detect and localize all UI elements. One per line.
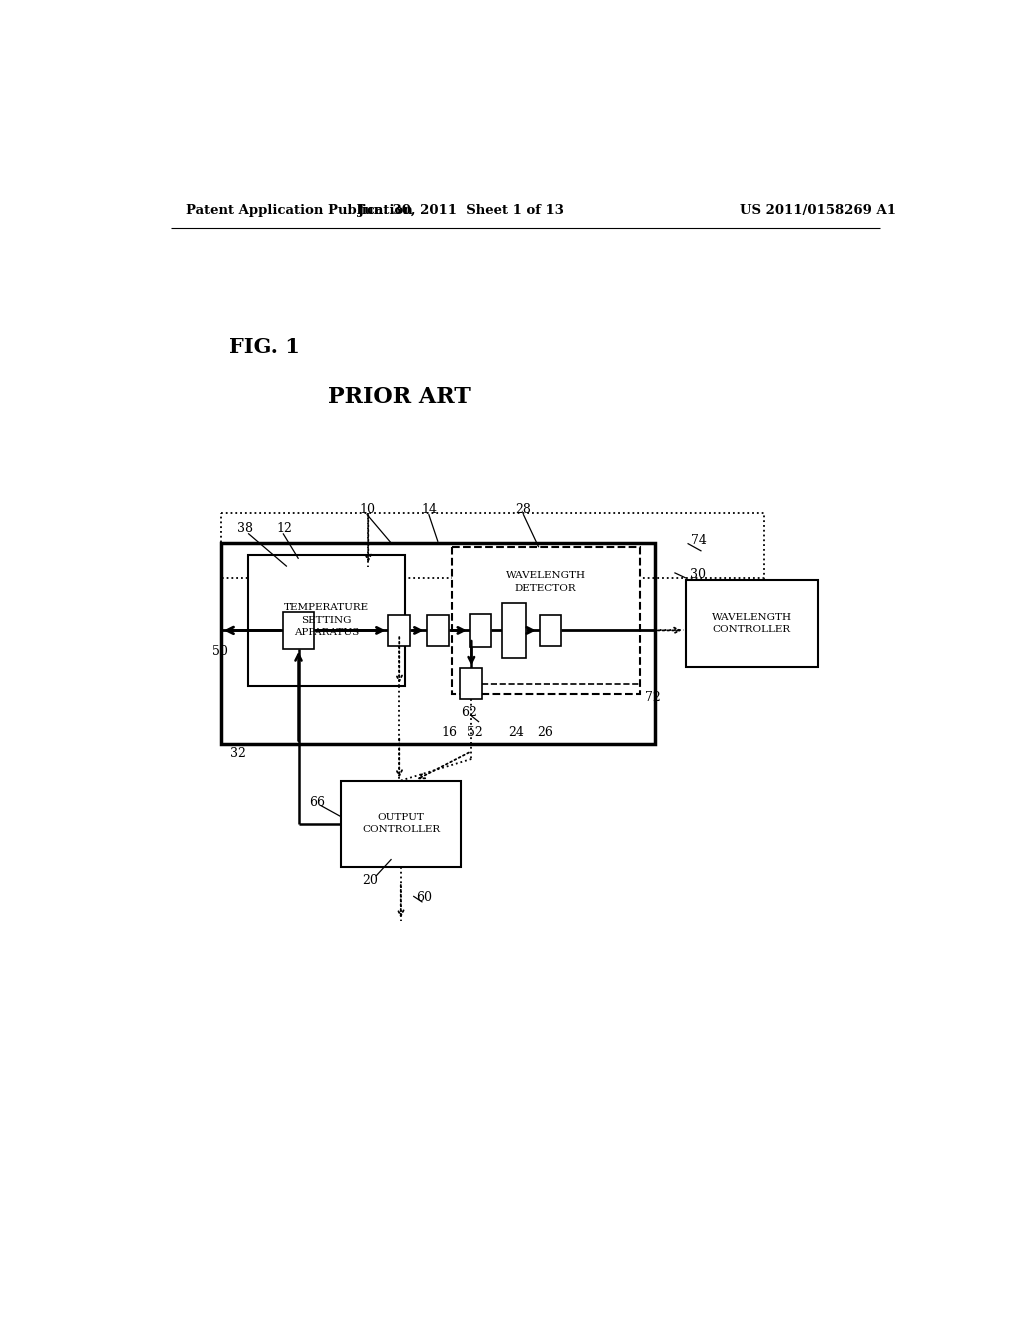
Text: PRIOR ART: PRIOR ART — [328, 385, 471, 408]
Text: 14: 14 — [421, 503, 437, 516]
Text: 32: 32 — [230, 747, 246, 760]
Text: 12: 12 — [276, 523, 293, 536]
Text: US 2011/0158269 A1: US 2011/0158269 A1 — [740, 205, 896, 218]
Text: WAVELENGTH
CONTROLLER: WAVELENGTH CONTROLLER — [712, 612, 792, 634]
Text: OUTPUT
CONTROLLER: OUTPUT CONTROLLER — [362, 813, 440, 834]
Text: 16: 16 — [442, 726, 458, 739]
Text: TEMPERATURE
SETTING
APPARATUS: TEMPERATURE SETTING APPARATUS — [285, 603, 370, 638]
Text: 66: 66 — [309, 796, 326, 809]
Text: 28: 28 — [515, 503, 531, 516]
Text: 20: 20 — [362, 874, 378, 887]
Bar — [452, 548, 640, 693]
Text: 72: 72 — [645, 690, 660, 704]
Text: 10: 10 — [359, 503, 375, 516]
Bar — [540, 615, 561, 645]
Bar — [427, 615, 449, 645]
Text: 38: 38 — [237, 523, 253, 536]
Text: 26: 26 — [538, 726, 553, 739]
Bar — [283, 612, 314, 649]
Text: 62: 62 — [461, 706, 477, 719]
Bar — [470, 614, 492, 647]
Text: 52: 52 — [467, 726, 483, 739]
Text: 30: 30 — [690, 569, 706, 582]
Bar — [388, 615, 410, 645]
Text: 74: 74 — [690, 533, 707, 546]
Text: 60: 60 — [417, 891, 432, 904]
Bar — [221, 512, 764, 578]
Text: WAVELENGTH
DETECTOR: WAVELENGTH DETECTOR — [506, 572, 586, 593]
Bar — [341, 780, 461, 867]
Bar — [686, 581, 818, 667]
Text: Patent Application Publication: Patent Application Publication — [186, 205, 413, 218]
Bar — [221, 544, 655, 743]
Text: Jun. 30, 2011  Sheet 1 of 13: Jun. 30, 2011 Sheet 1 of 13 — [358, 205, 564, 218]
Bar — [248, 554, 406, 686]
Bar — [503, 603, 525, 659]
Text: 24: 24 — [508, 726, 523, 739]
Bar — [461, 668, 482, 700]
Text: FIG. 1: FIG. 1 — [228, 337, 300, 356]
Text: 50: 50 — [212, 644, 227, 657]
